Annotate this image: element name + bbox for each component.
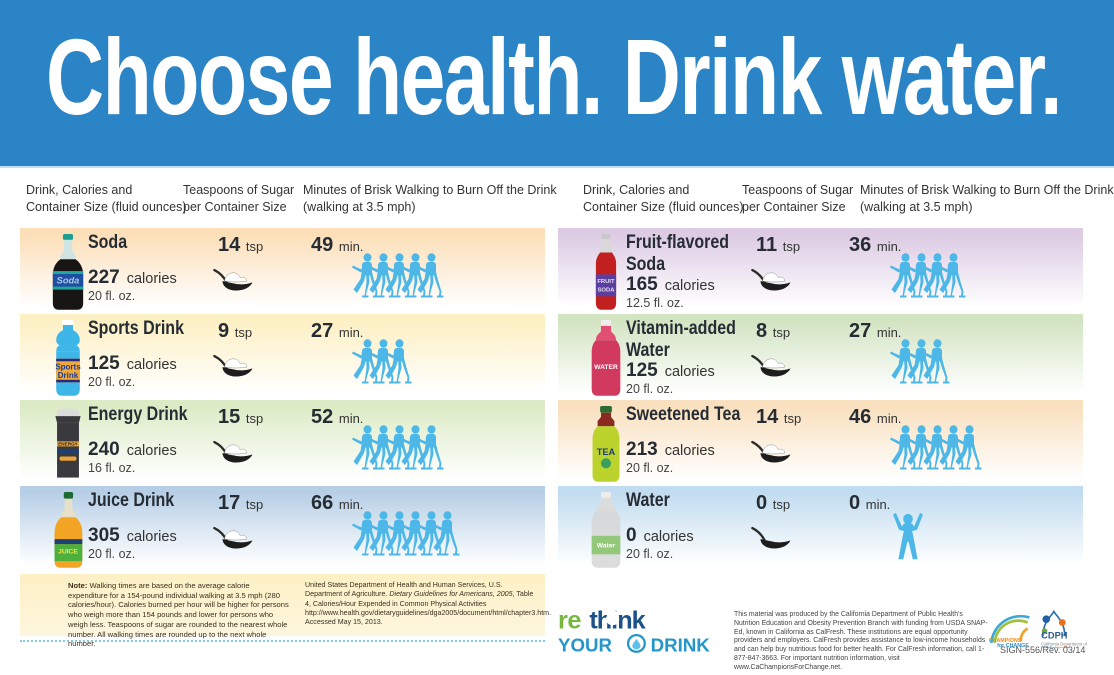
svg-text:YOUR: YOUR xyxy=(558,635,613,656)
svg-text:TEA: TEA xyxy=(597,447,616,457)
svg-text:WATER: WATER xyxy=(594,364,618,371)
svg-text:DRINK: DRINK xyxy=(651,635,711,656)
svg-text:Drink: Drink xyxy=(58,371,79,380)
svg-text:ENERGY: ENERGY xyxy=(58,442,78,447)
svg-text:CDPH: CDPH xyxy=(1041,631,1068,641)
svg-text:re: re xyxy=(558,606,581,634)
svg-text:Soda: Soda xyxy=(57,276,80,286)
svg-text:Water: Water xyxy=(597,543,616,550)
svg-text:FRUIT: FRUIT xyxy=(597,279,615,285)
svg-text:JUICE: JUICE xyxy=(58,548,78,555)
svg-text:SODA: SODA xyxy=(598,287,616,293)
